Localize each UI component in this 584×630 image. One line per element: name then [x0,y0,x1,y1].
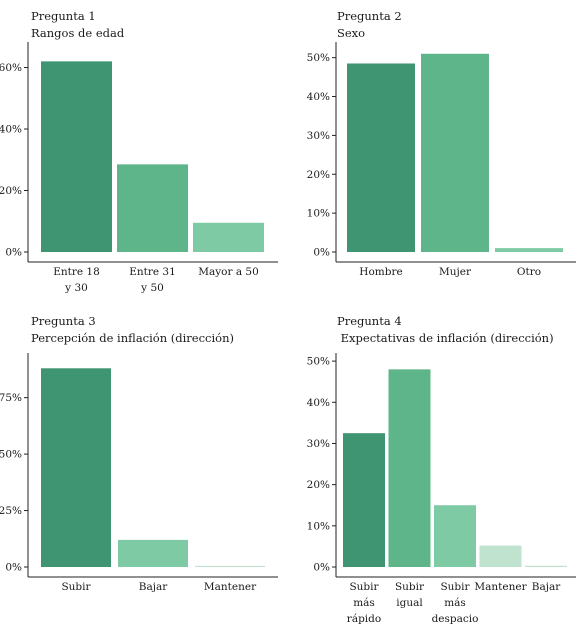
y-tick-label: 50% [307,52,330,64]
x-tick-label: Subir [61,581,91,593]
bar [41,368,111,567]
chart-subtitle: Expectativas de inflación (dirección) [337,331,554,345]
y-tick-label: 0% [5,247,22,259]
bar [41,61,112,252]
y-tick-label: 10% [307,520,330,532]
bar [434,505,476,567]
y-tick-label: 60% [0,62,22,74]
y-tick-label: 20% [0,185,22,197]
y-tick-label: 0% [313,562,330,574]
x-tick-label: rápido [347,613,381,625]
chart-subtitle: Sexo [337,26,366,40]
chart-panel-4: Pregunta 4 Expectativas de inflación (di… [292,310,584,630]
x-tick-label: más [353,597,375,609]
x-tick-label: igual [396,597,423,609]
x-tick-label: Hombre [359,266,402,278]
y-tick-label: 20% [307,169,330,181]
x-tick-label: Mantener [204,581,257,593]
y-tick-label: 0% [313,247,330,259]
bar [525,565,567,567]
chart-title: Pregunta 2 [337,9,402,23]
bar [495,248,563,252]
bar [421,53,489,252]
x-tick-label: Bajar [139,581,168,593]
bar [193,222,264,252]
x-tick-label: Mantener [474,581,527,593]
x-tick-label: Bajar [532,581,561,593]
x-tick-label: Otro [517,266,541,278]
y-tick-label: 75% [0,392,22,404]
x-tick-label: Mayor a 50 [198,266,259,278]
bar [343,433,385,567]
bar [195,565,265,567]
y-tick-label: 30% [307,438,330,450]
y-tick-label: 40% [307,397,330,409]
bar [118,539,188,567]
y-tick-label: 50% [0,449,22,461]
chart-subtitle: Percepción de inflación (dirección) [31,331,234,345]
y-tick-label: 40% [0,124,22,136]
bar [479,545,522,567]
chart-title: Pregunta 1 [31,9,96,23]
x-tick-label: Entre 31 [129,266,176,278]
bar [388,369,431,567]
x-tick-label: Mujer [439,266,472,278]
y-tick-label: 30% [307,130,330,142]
x-tick-label: Subir [440,581,470,593]
x-tick-label: Subir [395,581,425,593]
x-tick-label: despacio [432,613,479,625]
x-tick-label: Subir [349,581,379,593]
y-tick-label: 50% [307,356,330,368]
chart-panel-1: Pregunta 1 Rangos de edad [0,0,292,310]
bar [347,63,415,252]
y-tick-label: 40% [307,91,330,103]
x-tick-label: Entre 18 [53,266,100,278]
x-tick-label: y 50 [140,282,164,294]
chart-panel-3: Pregunta 3 Percepción de inflación (dire… [0,310,292,630]
chart-subtitle: Rangos de edad [31,26,125,40]
y-tick-label: 20% [307,479,330,491]
chart-panel-2: Pregunta 2 Sexo [292,0,584,310]
chart-title: Pregunta 4 [337,314,402,328]
x-tick-label: y 30 [64,282,88,294]
y-tick-label: 25% [0,505,22,517]
y-tick-label: 10% [307,208,330,220]
chart-title: Pregunta 3 [31,314,96,328]
x-tick-label: más [444,597,466,609]
bar [117,164,188,252]
y-tick-label: 0% [5,562,22,574]
